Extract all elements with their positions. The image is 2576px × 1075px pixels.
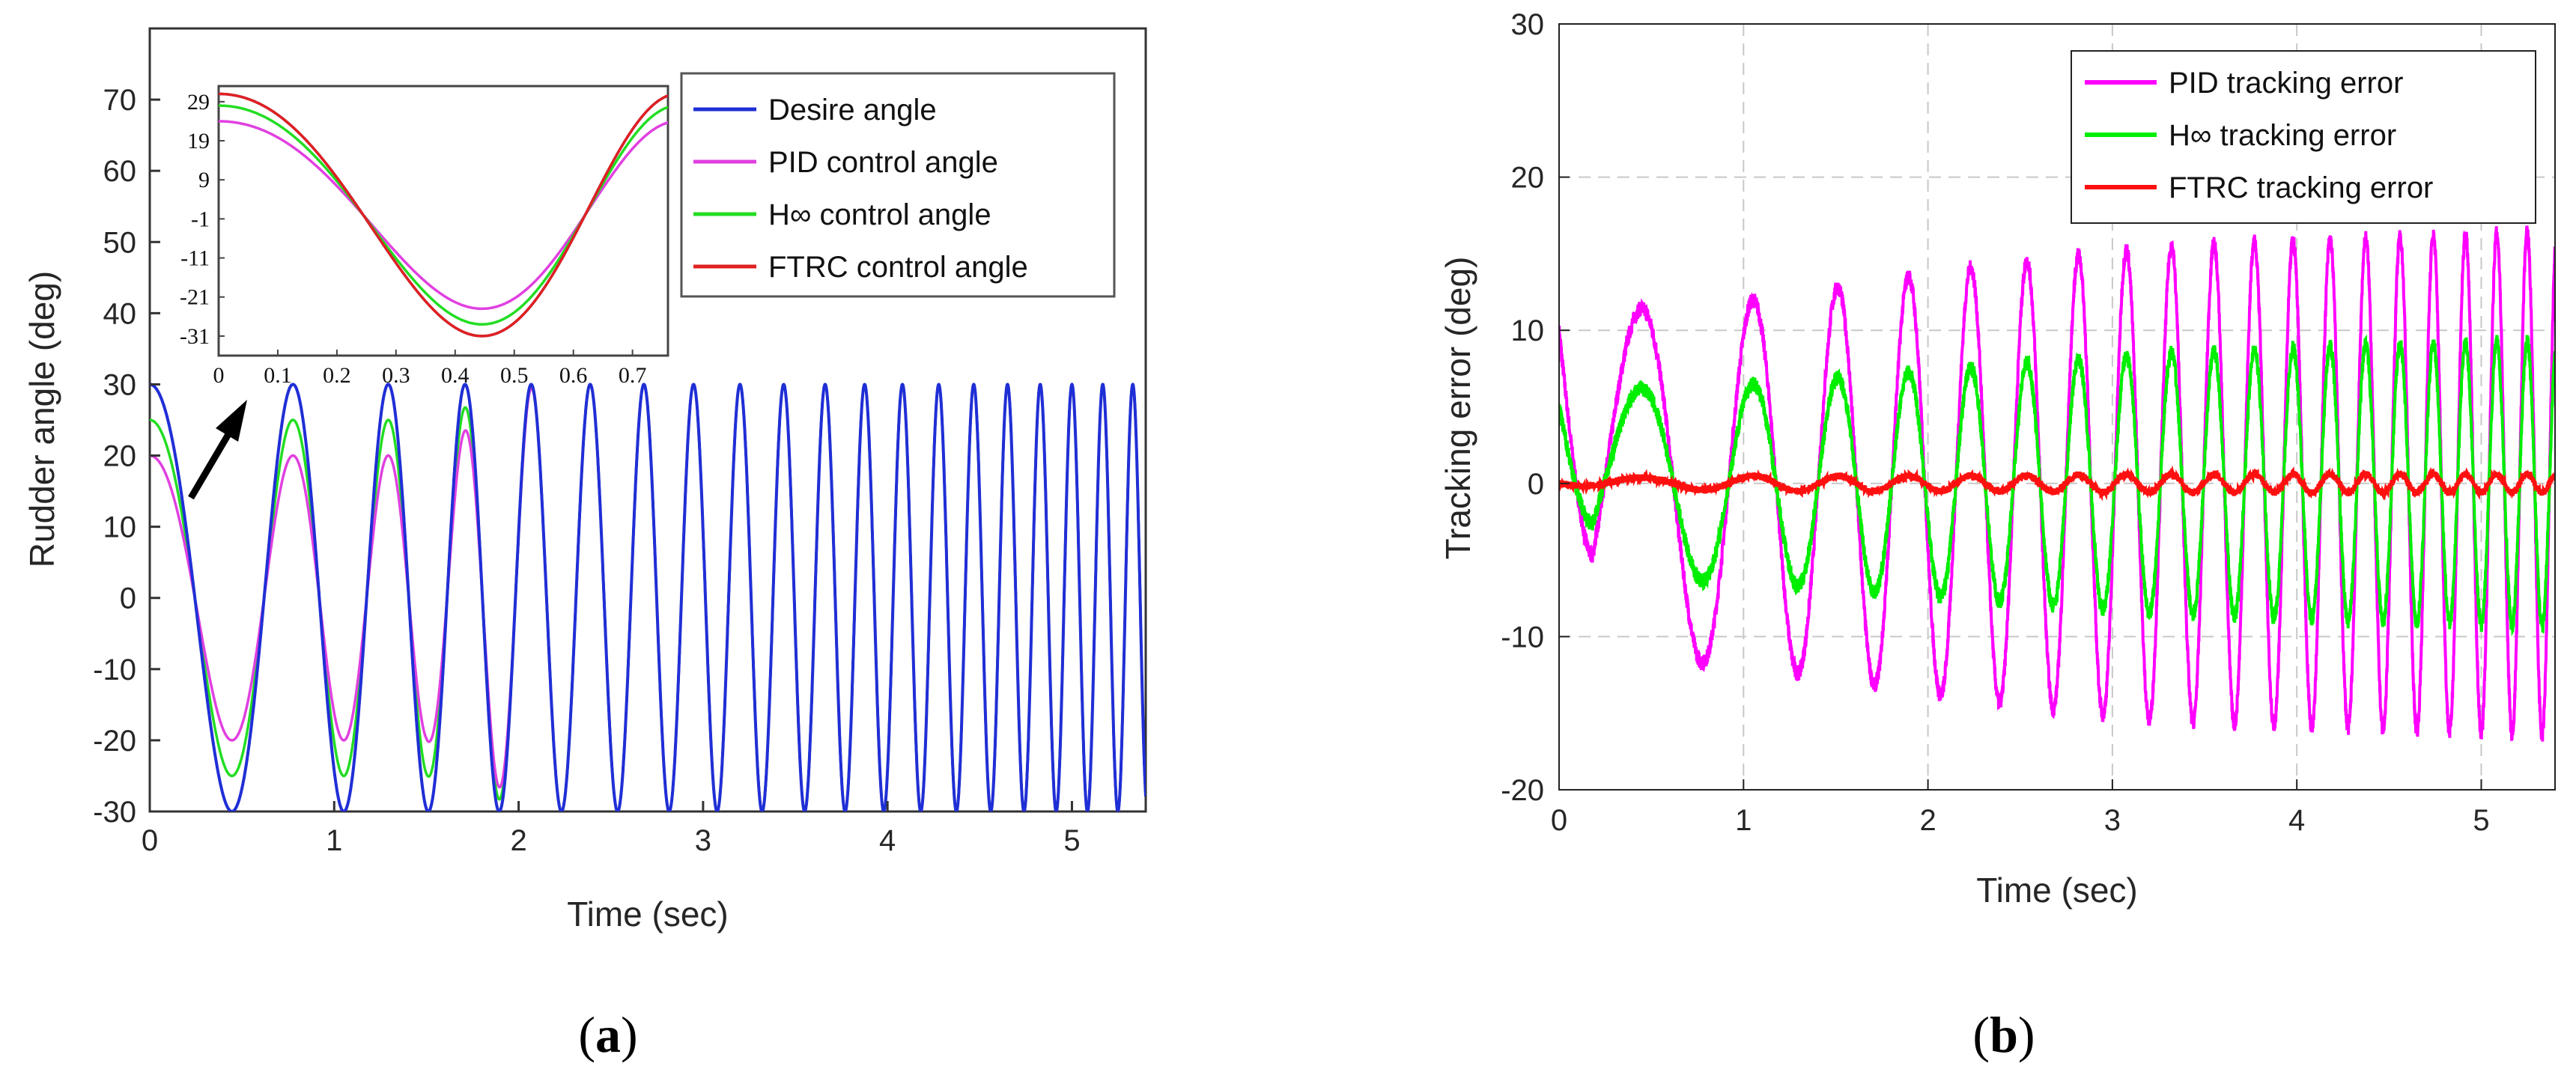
- y-tick-label: 30: [103, 368, 137, 401]
- x-tick-label: 1: [1735, 804, 1752, 837]
- series-group-b: [1559, 225, 2555, 742]
- series-hinf-tracking-error: [1559, 334, 2555, 637]
- inset-x-tick-label: 0.5: [500, 363, 529, 388]
- y-tick-label: 0: [120, 582, 136, 615]
- inset-y-ticks: 29 19 9 -1 -11 -21 -31: [180, 90, 225, 349]
- inset-x-tick-label: 0.3: [382, 363, 410, 388]
- x-ticks-b: 0 1 2 3 4 5: [1551, 779, 2490, 837]
- inset-frame: [217, 85, 669, 357]
- x-ticks-a: 0 1 2 3 4 5: [142, 801, 1081, 857]
- y-tick-label: 0: [1528, 468, 1544, 501]
- inset-y-tick-label: -11: [180, 246, 210, 271]
- y-tick-label: -20: [1501, 774, 1544, 807]
- y-tick-label: -20: [93, 725, 136, 758]
- inset-x-tick-label: 0.6: [559, 363, 588, 388]
- inset-x-tick-label: 0: [213, 363, 225, 388]
- series-ftrc-tracking-error: [1559, 465, 2555, 502]
- y-tick-label: -10: [1501, 621, 1544, 654]
- legend-b-label: PID tracking error: [2169, 67, 2403, 100]
- legend-a-label: PID control angle: [768, 146, 998, 179]
- x-tick-label: 3: [2104, 804, 2121, 837]
- x-tick-label: 0: [1551, 804, 1567, 837]
- legend-b-label: FTRC tracking error: [2169, 171, 2433, 204]
- legend-a: Desire angle PID control angle H∞ control …: [680, 72, 1116, 298]
- x-tick-label: 4: [2288, 804, 2305, 837]
- y-tick-label: -10: [93, 654, 136, 686]
- legend-a-label: H∞ control angle: [768, 198, 991, 231]
- inset-y-tick-label: 29: [187, 90, 210, 115]
- y-tick-label: 20: [1511, 162, 1545, 195]
- series-pid-tracking-error: [1559, 225, 2555, 742]
- x-tick-label: 2: [1919, 804, 1936, 837]
- legend-a-label: Desire angle: [768, 94, 937, 127]
- y-ticks-b: -20 -10 0 10 20 30: [1501, 8, 1570, 807]
- legend-a-label: FTRC control angle: [768, 251, 1028, 284]
- x-tick-label: 3: [695, 824, 711, 857]
- inset-x-ticks: 0 0.1 0.2 0.3 0.4 0.5 0.6 0.7: [213, 350, 647, 388]
- y-tick-label: 10: [1511, 314, 1545, 347]
- y-tick-label: 30: [1511, 8, 1545, 41]
- inset-x-tick-label: 0.1: [264, 363, 292, 388]
- caption-a: (a): [578, 1006, 637, 1063]
- x-tick-label: 5: [2473, 804, 2489, 837]
- inset-series-ftrc-control-angle: [219, 92, 668, 338]
- x-tick-label: 0: [142, 824, 158, 857]
- inset-y-tick-label: -21: [180, 285, 210, 310]
- y-tick-label: 70: [103, 84, 137, 117]
- inset-x-tick-label: 0.2: [323, 363, 351, 388]
- y-tick-label: 40: [103, 297, 137, 330]
- series-group-a: [150, 382, 1146, 811]
- inset-y-tick-label: 9: [198, 168, 210, 192]
- panel-b: 0 1 2 3 4 5 -20 -10 0 10 20 30 Time (sec) Tracking…: [1439, 8, 2556, 910]
- x-tick-label: 4: [879, 824, 896, 857]
- y-tick-label: 60: [103, 155, 137, 188]
- y-ticks-a: -30 -20 -10 0 10 20 30 40 50 60 70: [93, 84, 160, 829]
- legend-b-label: H∞ tracking error: [2169, 119, 2396, 152]
- inset-zoom: 0 0.1 0.2 0.3 0.4 0.5 0.6 0.7 29 19 9 -1 -11 -21 -31: [180, 85, 669, 388]
- y-tick-label: 10: [103, 511, 137, 544]
- caption-b: (b): [1972, 1006, 2035, 1063]
- x-tick-label: 5: [1063, 824, 1080, 857]
- y-axis-label-a: Rudder angle (deg): [22, 271, 61, 567]
- inset-y-tick-label: -1: [191, 207, 210, 231]
- y-tick-label: -30: [93, 796, 136, 829]
- y-tick-label: 50: [103, 226, 137, 259]
- inset-x-tick-label: 0.4: [441, 363, 470, 388]
- x-axis-label-a: Time (sec): [567, 895, 729, 934]
- x-axis-label-b: Time (sec): [1976, 871, 2138, 910]
- inset-y-tick-label: -31: [180, 324, 210, 349]
- zoom-arrow: [188, 400, 247, 500]
- y-axis-label-b: Tracking error (deg): [1439, 257, 1477, 560]
- inset-y-tick-label: 19: [187, 129, 210, 153]
- inset-series-group: [219, 92, 668, 338]
- inset-x-tick-label: 0.7: [619, 363, 647, 388]
- legend-b: PID tracking error H∞ tracking error FTRC …: [2071, 50, 2536, 224]
- series-desire-angle: [150, 382, 1146, 811]
- y-tick-label: 20: [103, 440, 137, 473]
- x-tick-label: 2: [510, 824, 526, 857]
- x-tick-label: 1: [326, 824, 342, 857]
